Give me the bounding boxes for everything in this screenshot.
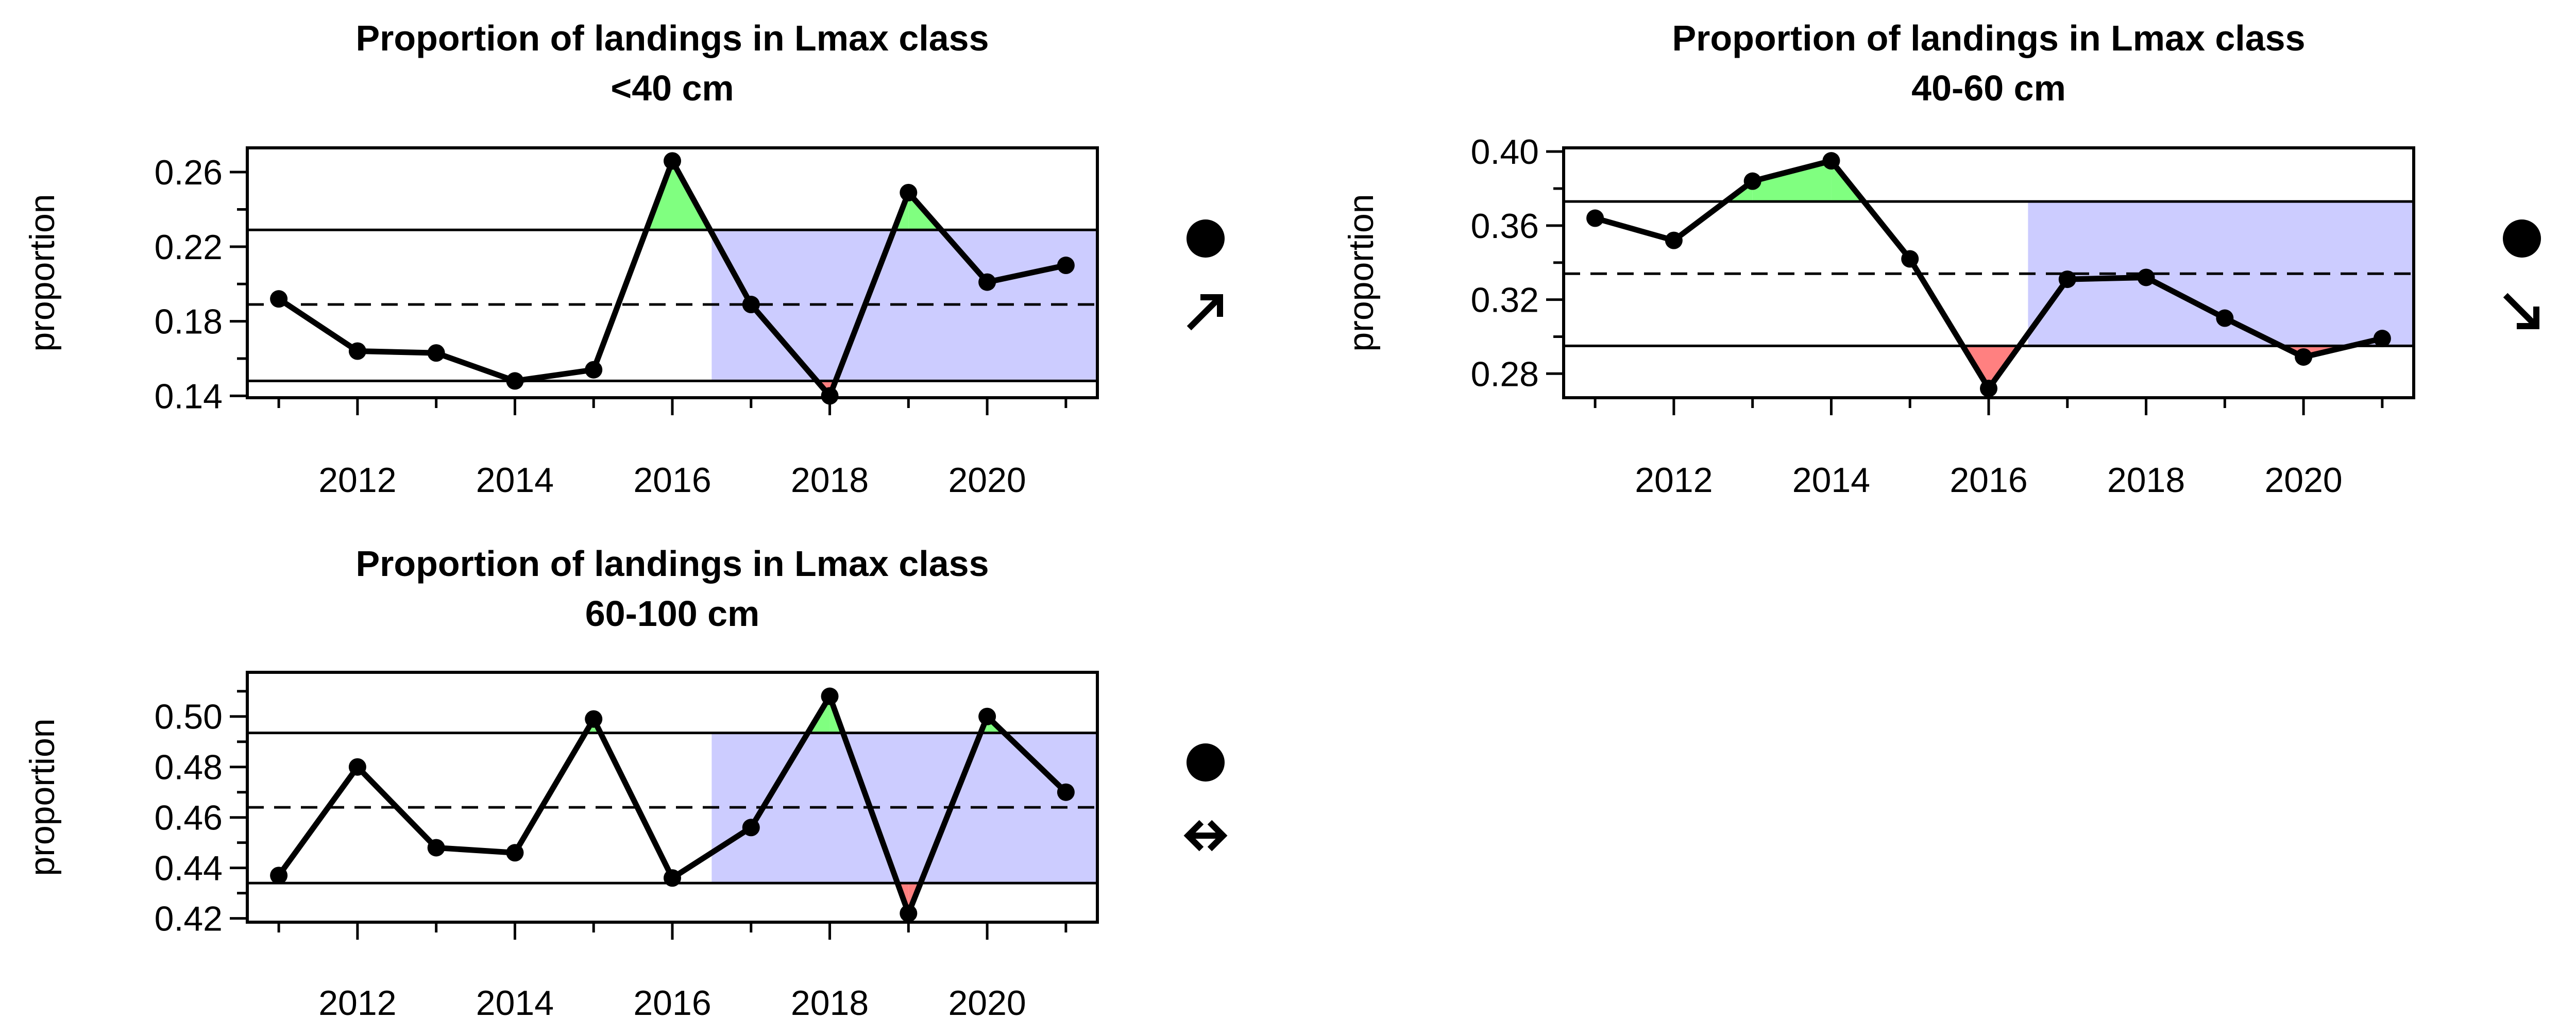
y-tick-label: 0.18 bbox=[155, 302, 223, 342]
status-circle-icon bbox=[1187, 743, 1225, 782]
data-point bbox=[1901, 250, 1919, 268]
data-point bbox=[978, 273, 996, 291]
y-tick-label: 0.48 bbox=[155, 748, 223, 787]
data-point bbox=[506, 372, 524, 390]
above-upper-fill bbox=[1752, 161, 1832, 202]
data-point bbox=[270, 867, 288, 885]
chart-title: Proportion of landings in Lmax class bbox=[355, 544, 989, 584]
data-point bbox=[1743, 172, 1761, 190]
panel-2: 0.28 0.32 0.36 0.40 2012 2014 2016 2018 2020 Prop… bbox=[1342, 18, 2541, 500]
x-tick-label: 2012 bbox=[1635, 461, 1713, 500]
x-tick-label: 2016 bbox=[1950, 461, 2027, 500]
data-point bbox=[821, 387, 839, 405]
y-tick-label: 0.14 bbox=[155, 377, 223, 416]
x-tick-label: 2016 bbox=[633, 983, 711, 1023]
x-tick-label: 2014 bbox=[476, 983, 554, 1023]
data-point bbox=[2373, 330, 2391, 348]
data-point bbox=[585, 710, 603, 728]
x-tick-label: 2016 bbox=[633, 461, 711, 500]
x-tick-label: 2012 bbox=[318, 983, 396, 1023]
trend-arrow-down-right-icon bbox=[2503, 293, 2539, 329]
status-circle-icon bbox=[1187, 219, 1225, 258]
y-tick-label: 0.22 bbox=[155, 228, 223, 267]
data-point bbox=[1057, 257, 1075, 275]
trend-arrow-left-right-icon bbox=[1183, 820, 1228, 852]
data-point bbox=[1980, 380, 1997, 398]
y-tick-label: 0.32 bbox=[1471, 281, 1539, 320]
data-point bbox=[1665, 231, 1683, 249]
x-tick-label: 2020 bbox=[948, 461, 1026, 500]
data-point bbox=[585, 361, 603, 379]
data-point bbox=[742, 296, 760, 314]
data-point bbox=[2058, 270, 2076, 289]
chart-title: Proportion of landings in Lmax class bbox=[1672, 18, 2305, 58]
data-point bbox=[2216, 309, 2234, 327]
x-tick-label: 2014 bbox=[1792, 461, 1870, 500]
data-point bbox=[348, 342, 366, 360]
data-point bbox=[978, 707, 996, 725]
data-point bbox=[2137, 268, 2155, 286]
data-point bbox=[427, 839, 445, 857]
chart-title: Proportion of landings in Lmax class bbox=[355, 18, 989, 58]
status-circle-icon bbox=[2503, 219, 2541, 258]
data-point bbox=[821, 687, 839, 705]
chart-subtitle: <40 cm bbox=[611, 68, 734, 108]
x-tick-label: 2020 bbox=[2264, 461, 2342, 500]
data-point bbox=[427, 344, 445, 362]
data-point bbox=[270, 290, 288, 308]
data-point bbox=[664, 869, 681, 887]
y-tick-label: 0.42 bbox=[155, 900, 223, 939]
y-tick-label: 0.40 bbox=[1471, 132, 1539, 172]
x-tick-label: 2018 bbox=[2107, 461, 2185, 500]
y-tick-label: 0.46 bbox=[155, 799, 223, 838]
x-tick-label: 2020 bbox=[948, 983, 1026, 1023]
data-point bbox=[506, 844, 524, 862]
chart-subtitle: 60-100 cm bbox=[585, 593, 760, 634]
data-point bbox=[900, 904, 918, 922]
data-point bbox=[664, 152, 681, 170]
x-tick-label: 2018 bbox=[791, 461, 869, 500]
y-axis-title: proportion bbox=[1342, 194, 1381, 351]
data-point bbox=[1586, 209, 1604, 227]
data-point bbox=[2295, 348, 2313, 366]
data-point bbox=[1057, 783, 1075, 801]
x-tick-label: 2012 bbox=[318, 461, 396, 500]
data-point bbox=[348, 758, 366, 776]
y-tick-label: 0.36 bbox=[1471, 207, 1539, 246]
y-tick-label: 0.26 bbox=[155, 153, 223, 192]
y-tick-label: 0.28 bbox=[1471, 354, 1539, 394]
data-point bbox=[1822, 152, 1840, 170]
y-tick-label: 0.44 bbox=[155, 849, 223, 888]
chart-subtitle: 40-60 cm bbox=[1911, 68, 2066, 108]
data-point bbox=[900, 183, 918, 201]
y-axis-title: proportion bbox=[23, 194, 62, 351]
panel-1: 0.14 0.18 0.22 0.26 2012 2014 2016 2018 2020 Prop… bbox=[23, 18, 1225, 500]
x-tick-label: 2014 bbox=[476, 461, 554, 500]
panel-3: 0.42 0.44 0.46 0.48 0.50 2012 2014 2016 2018 2020… bbox=[23, 544, 1228, 1023]
x-tick-label: 2018 bbox=[791, 983, 869, 1023]
y-axis-title: proportion bbox=[23, 718, 62, 876]
trend-arrow-up-right-icon bbox=[1187, 294, 1223, 331]
y-tick-label: 0.50 bbox=[155, 698, 223, 737]
data-point bbox=[742, 819, 760, 837]
